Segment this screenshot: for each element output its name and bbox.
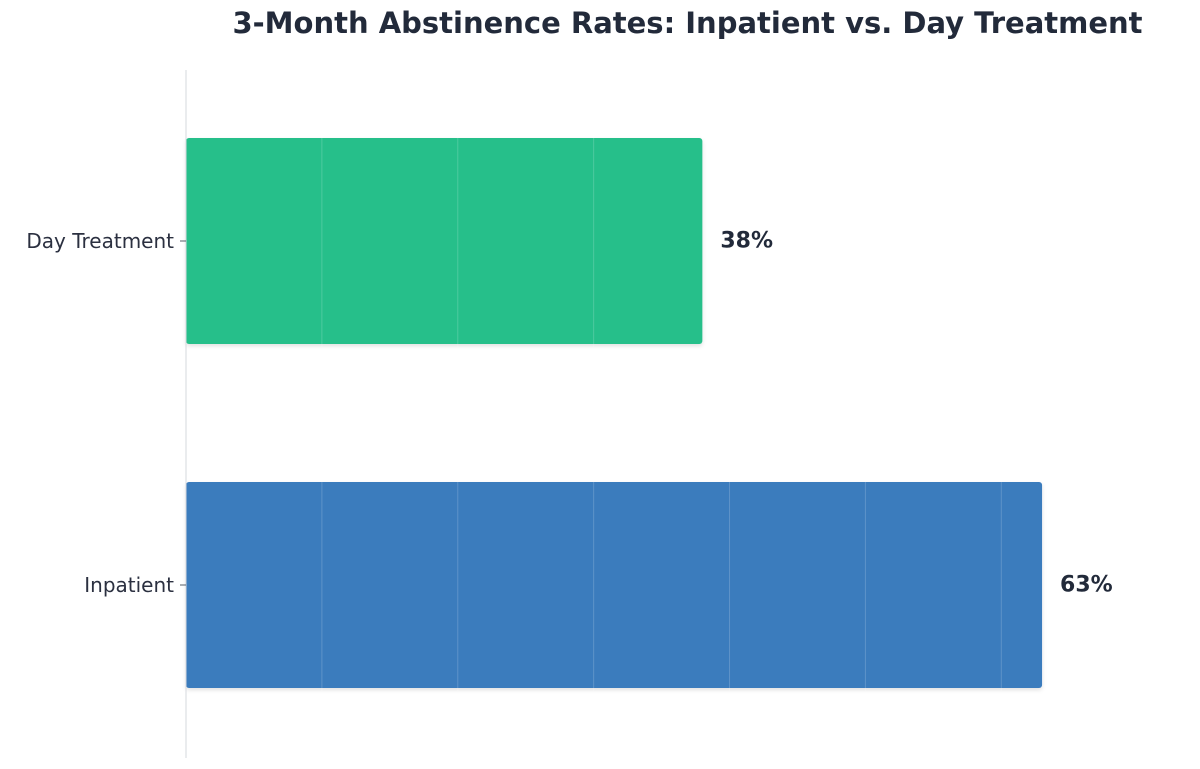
- y-tick-label: Inpatient: [84, 573, 174, 597]
- data-label: 38%: [720, 229, 773, 254]
- bar-inpatient: [186, 482, 1043, 688]
- data-label: 63%: [1060, 573, 1113, 598]
- chart-title: 3-Month Abstinence Rates: Inpatient vs. …: [232, 6, 1143, 40]
- y-tick-label: Day Treatment: [26, 229, 174, 253]
- bar-day-treatment: [186, 138, 703, 344]
